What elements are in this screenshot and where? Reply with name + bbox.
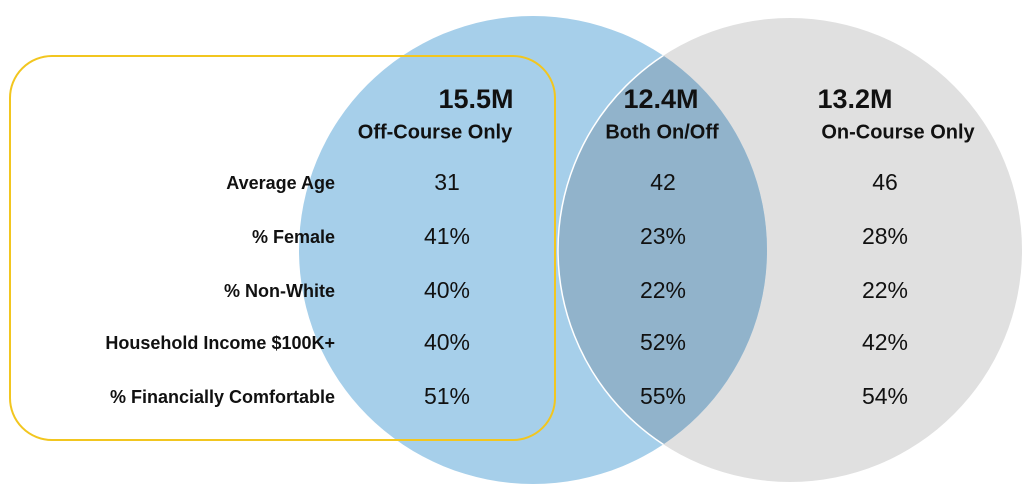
cell-value: 42% [862, 329, 908, 355]
cell-value: 46 [872, 169, 898, 195]
column-total: 12.4M [623, 84, 698, 114]
cell-value: 52% [640, 329, 686, 355]
row-label: % Financially Comfortable [110, 387, 335, 407]
highlight-box [9, 55, 556, 441]
column-label: Both On/Off [605, 121, 719, 143]
row-label: % Female [252, 227, 335, 247]
column-label: On-Course Only [821, 121, 975, 143]
cell-value: 51% [424, 383, 470, 409]
cell-value: 54% [862, 383, 908, 409]
row-label: Household Income $100K+ [105, 333, 335, 353]
cell-value: 23% [640, 223, 686, 249]
column-label: Off-Course Only [358, 121, 513, 143]
overlap-region [557, 17, 767, 483]
row-label: % Non-White [224, 281, 335, 301]
cell-value: 22% [640, 277, 686, 303]
cell-value: 41% [424, 223, 470, 249]
column-total: 15.5M [438, 84, 513, 114]
cell-value: 40% [424, 277, 470, 303]
row-label: Average Age [226, 173, 335, 193]
cell-value: 28% [862, 223, 908, 249]
cell-value: 55% [640, 383, 686, 409]
cell-value: 31 [434, 169, 460, 195]
cell-value: 40% [424, 329, 470, 355]
cell-value: 22% [862, 277, 908, 303]
cell-value: 42 [650, 169, 676, 195]
column-total: 13.2M [817, 84, 892, 114]
